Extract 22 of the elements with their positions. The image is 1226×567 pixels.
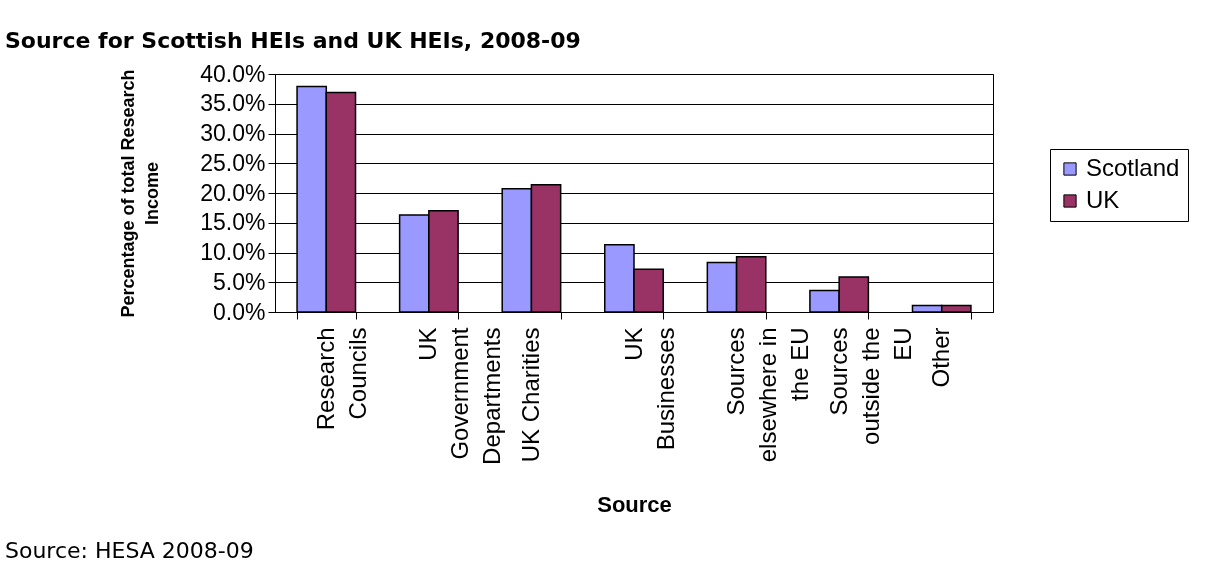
y-tick-label: 25.0% (200, 149, 266, 176)
y-tick-label: 0.0% (213, 298, 266, 325)
x-axis-title: Source (597, 491, 672, 517)
chart-title: Source for Scottish HEIs and UK HEIs, 2008-09 (5, 28, 581, 53)
y-tick-label: 5.0% (213, 268, 266, 295)
y-axis-title: Percentage of total Research Income (118, 69, 163, 318)
y-tick-label: 40.0% (200, 60, 266, 87)
x-tick-label: Sources outside the EU (824, 327, 916, 445)
y-tick-label: 20.0% (200, 179, 266, 206)
x-tick-label: UK Charities (516, 327, 544, 463)
y-tick-label: 30.0% (200, 120, 266, 146)
y-tick-label: 10.0% (200, 239, 266, 265)
x-tick-label: Research Councils (311, 327, 371, 431)
source-note: Source: HESA 2008-09 (5, 538, 254, 563)
legend-label: Scotland (1086, 154, 1180, 181)
x-tick-label: Other (927, 327, 955, 388)
x-tick-label: UK Government Departments (414, 327, 506, 465)
y-tick-label: 35.0% (200, 90, 266, 117)
legend-label: UK (1086, 186, 1120, 213)
x-tick-label: UK Businesses (619, 327, 679, 451)
y-tick-label: 15.0% (200, 209, 266, 236)
x-tick-label: Sources elsewhere in the EU (722, 327, 814, 463)
